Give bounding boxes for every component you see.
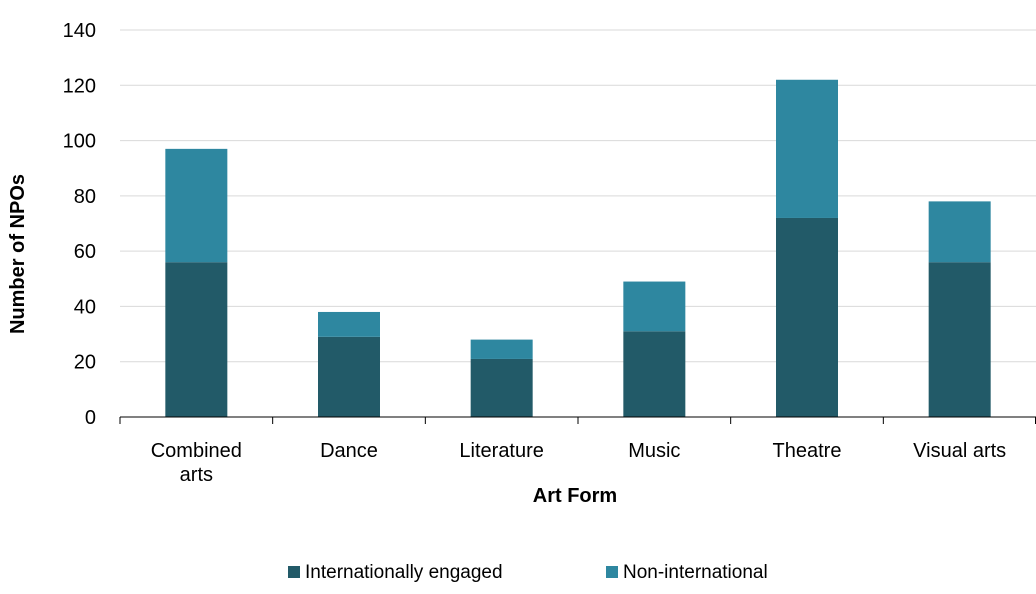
legend: Internationally engaged Non-international <box>288 562 768 583</box>
x-axis-title: Art Form <box>533 485 617 507</box>
x-tick-label: Music <box>628 440 680 462</box>
bar-non-international <box>318 311 380 337</box>
y-tick-label: 20 <box>74 352 96 374</box>
bar-internationally-engaged <box>165 262 228 417</box>
y-tick-label: 40 <box>74 296 96 318</box>
bar-internationally-engaged <box>928 262 991 417</box>
bar-non-international <box>623 281 686 332</box>
legend-swatch <box>606 566 618 578</box>
bar-non-international <box>470 339 533 359</box>
legend-label: Internationally engaged <box>305 562 503 583</box>
gridlines <box>120 29 1036 363</box>
bars <box>165 79 991 417</box>
bar-non-international <box>776 79 838 218</box>
legend-label: Non-international <box>623 562 768 583</box>
bar-internationally-engaged <box>623 331 686 417</box>
legend-item: Internationally engaged <box>288 562 503 583</box>
x-tick-label: Literature <box>459 440 544 462</box>
y-tick-label: 80 <box>74 186 96 208</box>
x-tick-label: Visual arts <box>913 440 1006 462</box>
legend-item: Non-international <box>606 562 768 583</box>
y-tick-label: 120 <box>63 75 96 97</box>
y-tick-label: 140 <box>63 20 96 42</box>
bar-internationally-engaged <box>470 358 533 417</box>
y-tick-label: 100 <box>63 131 96 153</box>
x-tick-label: Combined <box>151 440 242 462</box>
x-tick-label: Theatre <box>773 440 842 462</box>
bar-internationally-engaged <box>318 336 380 417</box>
y-axis-title: Number of NPOs <box>7 174 29 334</box>
y-tick-label: 0 <box>85 407 96 429</box>
bar-internationally-engaged <box>776 217 838 417</box>
legend-swatch <box>288 566 300 578</box>
x-tick-label: Dance <box>320 440 378 462</box>
bar-non-international <box>165 148 228 263</box>
x-tick-label: arts <box>180 464 213 486</box>
bar-non-international <box>928 201 991 263</box>
axes <box>119 416 1036 424</box>
y-tick-label: 60 <box>74 241 96 263</box>
